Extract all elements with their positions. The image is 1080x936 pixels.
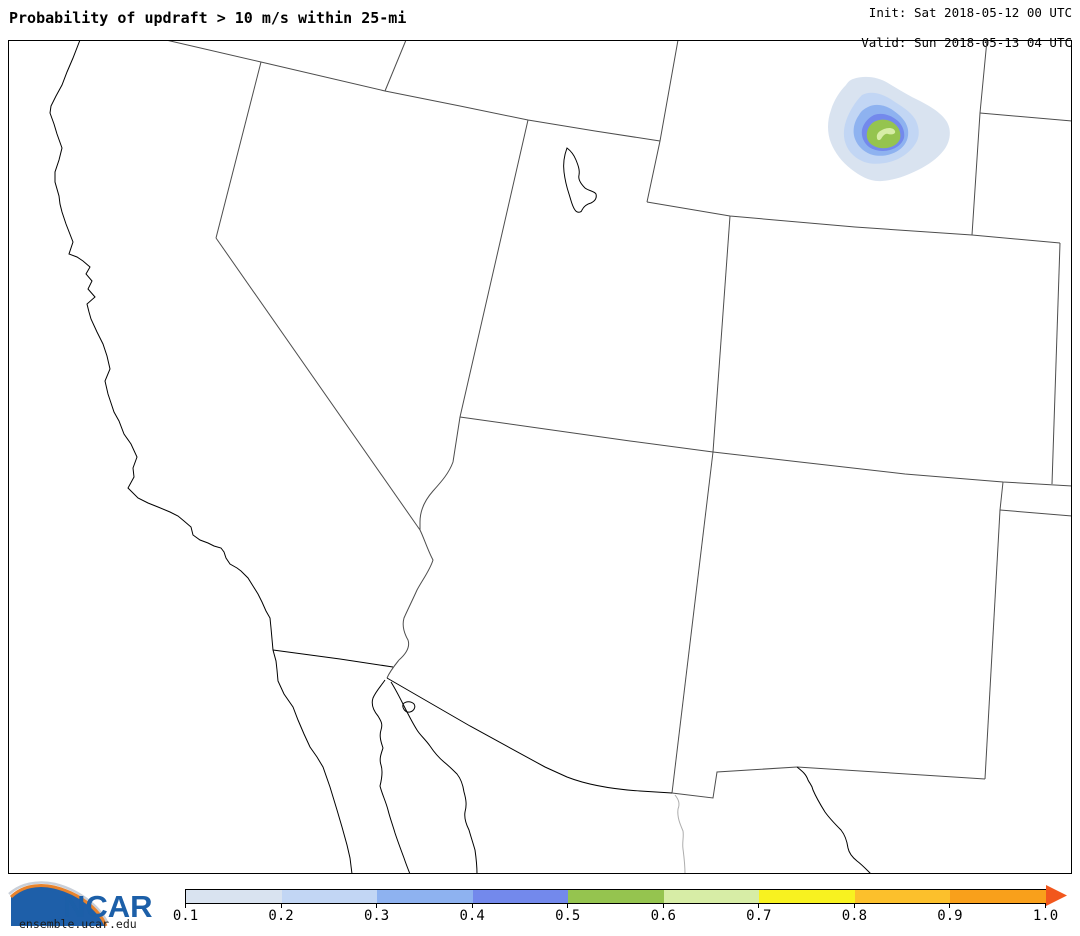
colorbar-segment-0.7 — [759, 890, 856, 903]
us-mexico-border-arizona — [386, 677, 673, 794]
colorbar-tick-1.0 — [1045, 903, 1046, 908]
colorbar — [185, 889, 1047, 904]
colorbar-tick-label: 0.9 — [937, 908, 963, 924]
colorbar-tick-0.8 — [853, 903, 855, 908]
colorbar-over-arrow — [1046, 885, 1067, 906]
colorbar-segment-0.6 — [663, 890, 760, 903]
run-timestamps: Init: Sat 2018-05-12 00 UTC Valid: Sun 2… — [846, 5, 1072, 50]
colorbar-tick-0.9 — [949, 903, 951, 908]
border-california-nevada-diagonal — [215, 237, 421, 531]
colorbar-segment-0.2 — [281, 890, 378, 903]
border-oklahoma-texas-36p5n — [999, 509, 1072, 517]
contour-0p6 — [876, 127, 896, 141]
colorbar-tick-0.4 — [471, 903, 473, 908]
site-url: ensemble.ucar.edu — [19, 917, 137, 931]
colorbar-tick-label: 0.1 — [172, 908, 199, 924]
baja-gulf-coastline — [371, 679, 411, 874]
sonora-coastline — [390, 681, 478, 874]
colorbar-segment-0.8 — [854, 890, 951, 903]
ncar-swoosh-gray-arc — [8, 881, 109, 923]
border-newmexico-texas-103w — [984, 509, 1001, 780]
us-mexico-border-california — [272, 649, 394, 668]
over-arrow-triangle — [1046, 885, 1067, 906]
ncar-wordmark: NCAR — [63, 889, 153, 924]
colorbar-segment-0.3 — [377, 890, 474, 903]
border-newmexico-bootheel — [671, 766, 798, 799]
border-43n-parallel — [979, 112, 1072, 122]
colorbar-tick-0.7 — [758, 903, 760, 908]
page-title: Probability of updraft > 10 m/s within 2… — [9, 9, 407, 27]
colorbar-tick-label: 0.5 — [555, 908, 581, 924]
rio-grande-border — [796, 766, 872, 874]
colorbar-labels: 0.1 0.2 0.3 0.4 0.5 0.6 0.7 0.8 0.9 1.0 — [173, 908, 1058, 926]
border-42n-parallel — [165, 40, 661, 142]
colorbar-segment-0.5 — [568, 890, 665, 903]
california-coastline — [49, 40, 353, 874]
colorbar-tick-0.3 — [376, 903, 378, 908]
colorbar-ticks — [185, 903, 1046, 909]
montague-island — [402, 701, 416, 713]
probability-contours — [828, 76, 950, 182]
coastlines — [49, 40, 872, 874]
init-time: Init: Sat 2018-05-12 00 UTC — [868, 5, 1072, 20]
border-arizona-newmexico-109w — [671, 451, 714, 794]
map-frame — [8, 40, 1072, 874]
border-idaho-wyoming-utah-111w — [646, 40, 679, 203]
border-37n-parallel — [459, 416, 1072, 487]
ncar-logo: NCAR — [8, 881, 153, 927]
colorbar-segment-0.9 — [950, 890, 1047, 903]
great-salt-lake — [563, 147, 597, 213]
border-oregon-idaho — [384, 40, 407, 92]
border-nevada-arizona-river — [386, 416, 461, 679]
border-41n-parallel — [646, 201, 1061, 244]
state-borders — [165, 40, 1072, 799]
valid-time: Valid: Sun 2018-05-13 04 UTC — [861, 35, 1072, 50]
border-newmexico-texas-32n — [796, 766, 986, 780]
colorbar-tick-0.5 — [567, 903, 569, 908]
colorbar-tick-label: 0.7 — [746, 908, 772, 924]
border-wyoming-104w — [971, 40, 988, 236]
border-newmexico-oklahoma-103w — [999, 481, 1004, 511]
ncar-swoosh-orange-arc — [9, 883, 108, 927]
colorbar-segment-0.4 — [472, 890, 569, 903]
colorbar-tick-0.1 — [185, 903, 186, 908]
colorbar-tick-label: 0.8 — [841, 908, 868, 924]
colorbar-segment-0.1 — [186, 890, 282, 903]
colorbar-tick-label: 1.0 — [1032, 908, 1059, 924]
border-california-nevada-north — [215, 61, 262, 239]
ncar-swoosh-shape — [11, 885, 106, 926]
colorbar-tick-label: 0.4 — [459, 908, 485, 924]
colorbar-tick-0.6 — [662, 903, 664, 908]
border-utah-colorado-109w — [712, 215, 731, 453]
border-nevada-utah — [459, 119, 529, 418]
colorbar-tick-0.2 — [280, 903, 282, 908]
border-sonora-chihuahua — [674, 794, 686, 874]
colorbar-tick-label: 0.6 — [650, 908, 676, 924]
colorbar-tick-label: 0.2 — [268, 908, 294, 924]
colorbar-tick-label: 0.3 — [363, 908, 390, 924]
border-colorado-102w — [1051, 242, 1061, 485]
